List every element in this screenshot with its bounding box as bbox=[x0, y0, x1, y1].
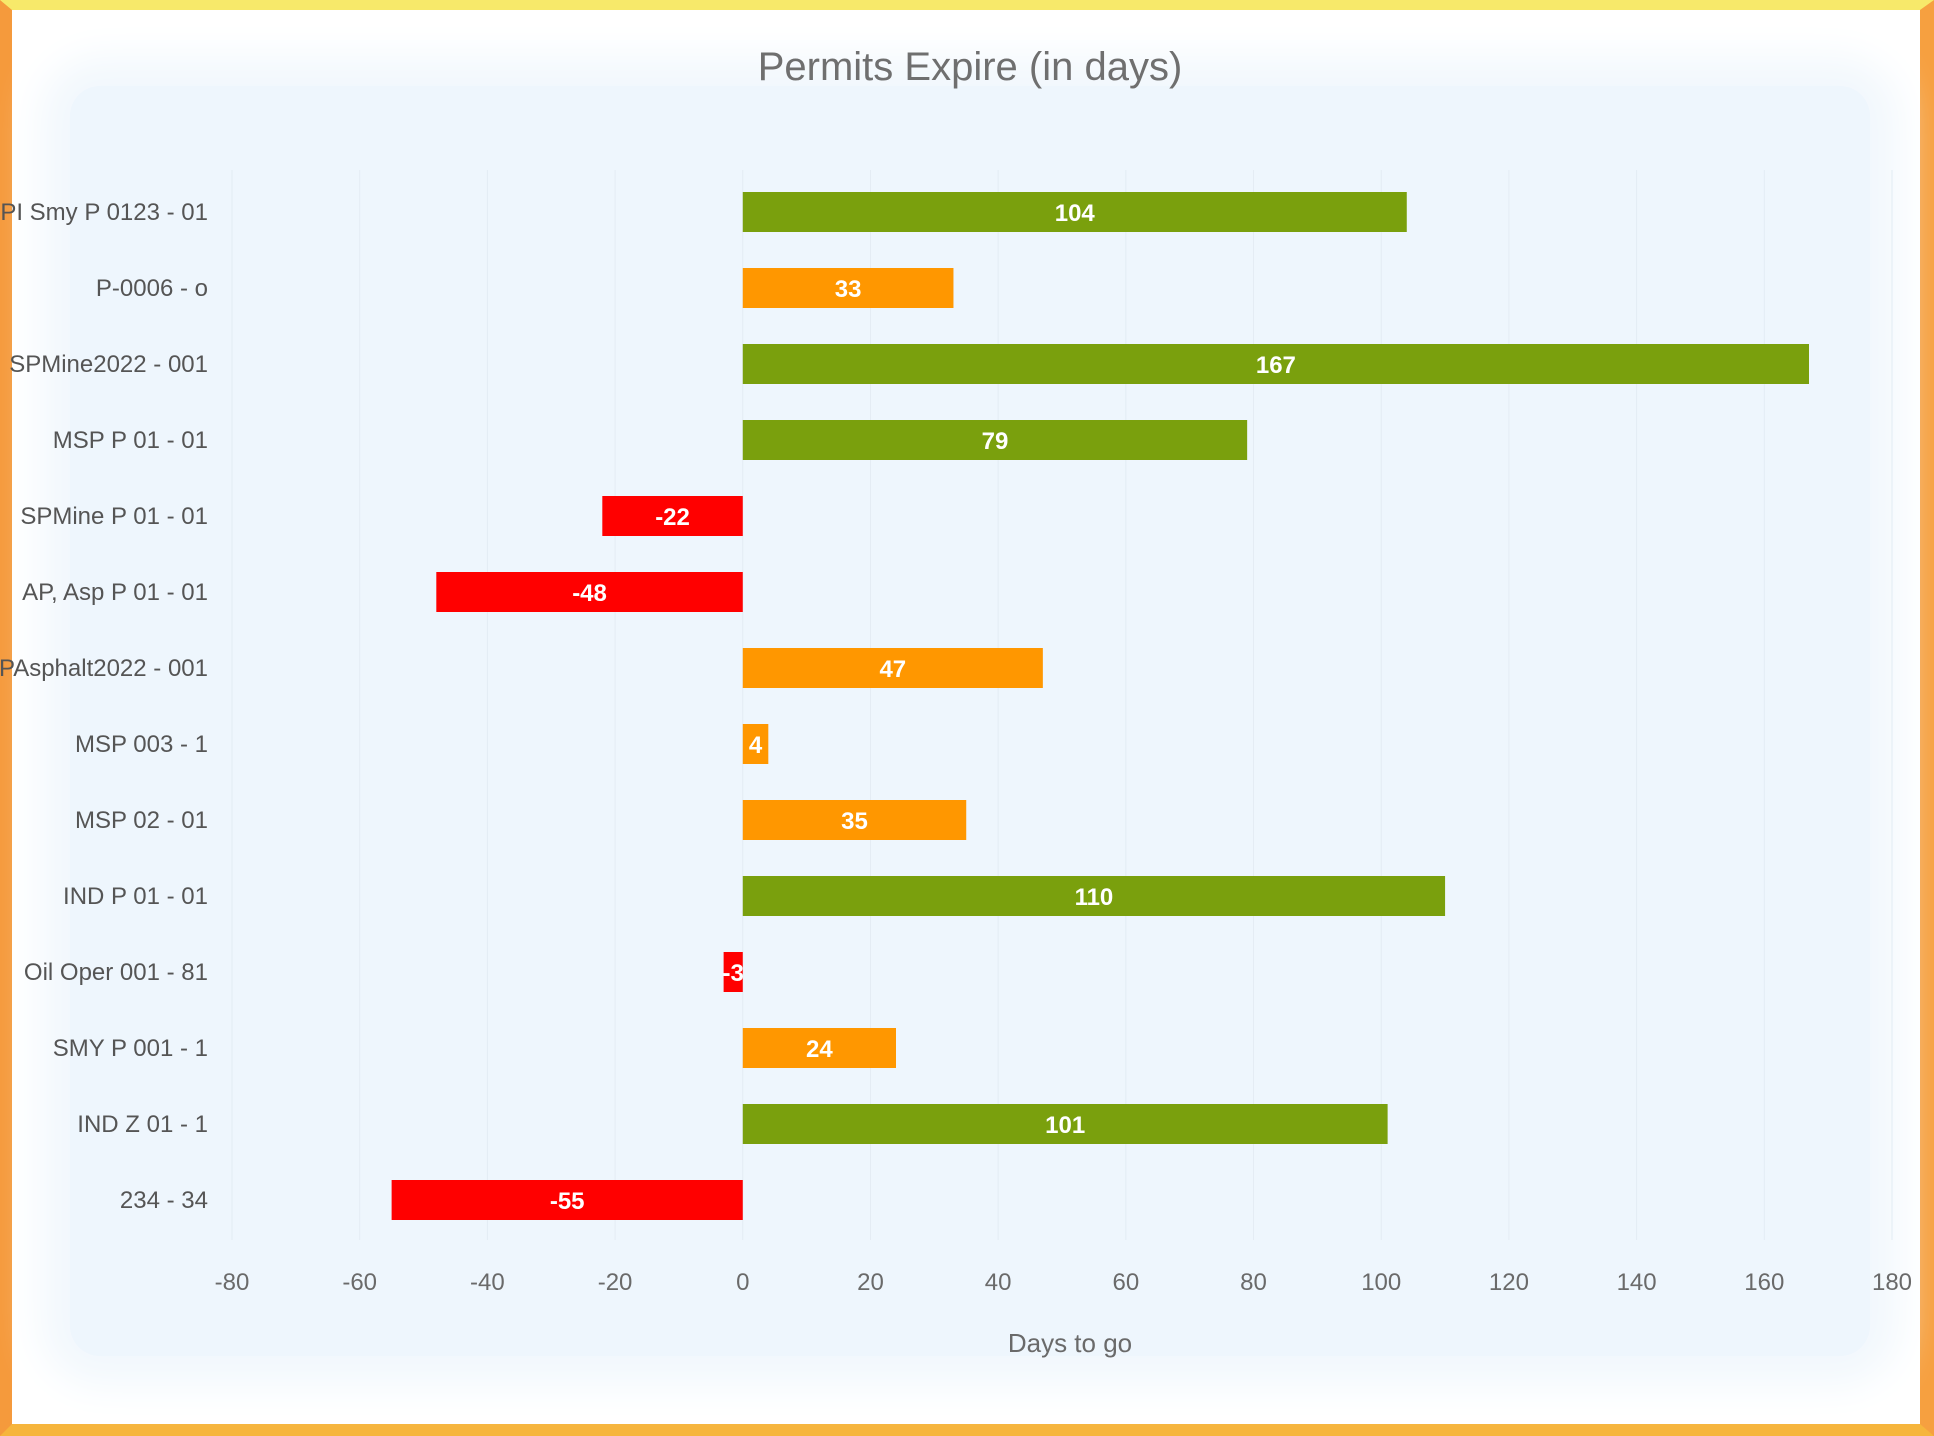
gridlines bbox=[231, 170, 1893, 1240]
x-tick-label: 140 bbox=[1617, 1269, 1657, 1296]
plot-background bbox=[70, 86, 1870, 1356]
bar-value-label: 79 bbox=[982, 428, 1009, 455]
category-labels: SPI Smy P 0123 - 01 P-0006 - o SPMine2022 … bbox=[0, 199, 208, 1214]
bar-value-label: 47 bbox=[879, 656, 906, 683]
x-tick-label: 40 bbox=[985, 1269, 1012, 1296]
bar-value-label: 110 bbox=[1075, 884, 1114, 911]
x-tick-label: 0 bbox=[736, 1269, 749, 1296]
bar[interactable] bbox=[742, 876, 1446, 916]
bar-value-label: 4 bbox=[749, 732, 763, 759]
category-label: Oil Oper 001 - 81 bbox=[24, 959, 208, 986]
category-label: MSP 003 - 1 bbox=[75, 731, 208, 758]
category-label: IND Z 01 - 1 bbox=[77, 1111, 208, 1138]
x-tick-label: 100 bbox=[1361, 1269, 1401, 1296]
category-label: MSP 02 - 01 bbox=[75, 807, 208, 834]
bar-value-label: -55 bbox=[550, 1188, 585, 1215]
bar[interactable] bbox=[602, 496, 743, 536]
category-label: AP, Asp P 01 - 01 bbox=[22, 579, 208, 606]
bars: 104 33 167 79 -22 -48 47 4 35 110 -3 24 101 -55 bbox=[391, 192, 1809, 1220]
x-tick-label: -80 bbox=[215, 1269, 250, 1296]
x-tick-label: -40 bbox=[470, 1269, 505, 1296]
bar[interactable] bbox=[742, 344, 1809, 384]
category-label: MSP P 01 - 01 bbox=[53, 427, 208, 454]
bar[interactable] bbox=[436, 572, 743, 612]
bar[interactable] bbox=[391, 1180, 743, 1220]
x-tick-label: 160 bbox=[1744, 1269, 1784, 1296]
x-tick-label: 80 bbox=[1240, 1269, 1267, 1296]
bar[interactable] bbox=[742, 1028, 896, 1068]
category-label: SPAsphalt2022 - 001 bbox=[0, 655, 208, 682]
bar-value-label: 167 bbox=[1256, 352, 1296, 379]
bar[interactable] bbox=[742, 724, 769, 764]
x-tick-label: 20 bbox=[857, 1269, 884, 1296]
bar[interactable] bbox=[742, 800, 967, 840]
bar[interactable] bbox=[723, 952, 743, 992]
x-tick-label: -60 bbox=[342, 1269, 377, 1296]
category-label: 234 - 34 bbox=[120, 1187, 208, 1214]
chart-title: Permits Expire (in days) bbox=[758, 45, 1183, 89]
category-label: SPMine P 01 - 01 bbox=[20, 503, 208, 530]
x-tick-label: 180 bbox=[1872, 1269, 1912, 1296]
bar-value-label: -22 bbox=[655, 504, 690, 531]
category-label: IND P 01 - 01 bbox=[63, 883, 208, 910]
category-label: SMY P 001 - 1 bbox=[53, 1035, 208, 1062]
bar[interactable] bbox=[742, 420, 1248, 460]
bar-value-label: 35 bbox=[841, 808, 868, 835]
bar-value-label: 24 bbox=[806, 1036, 833, 1063]
category-label: SPMine2022 - 001 bbox=[9, 351, 208, 378]
category-label: SPI Smy P 0123 - 01 bbox=[0, 199, 208, 226]
x-tick-label: 120 bbox=[1489, 1269, 1529, 1296]
bar-value-label: 33 bbox=[835, 276, 862, 303]
bar-value-label: -48 bbox=[572, 580, 607, 607]
bar[interactable] bbox=[742, 268, 954, 308]
bar[interactable] bbox=[742, 1104, 1388, 1144]
bar-value-label: 101 bbox=[1045, 1112, 1085, 1139]
bar-value-label: 104 bbox=[1055, 200, 1096, 227]
x-tick-labels: -80 -60 -40 -20 0 20 40 60 80 100 120 140 160 180 bbox=[215, 1269, 1912, 1296]
x-tick-label: 60 bbox=[1112, 1269, 1139, 1296]
category-label: P-0006 - o bbox=[96, 275, 208, 302]
bar[interactable] bbox=[742, 648, 1043, 688]
x-axis-label: Days to go bbox=[1008, 1328, 1132, 1358]
x-tick-label: -20 bbox=[598, 1269, 633, 1296]
bar[interactable] bbox=[742, 192, 1407, 232]
bar-value-label: -3 bbox=[723, 960, 744, 987]
